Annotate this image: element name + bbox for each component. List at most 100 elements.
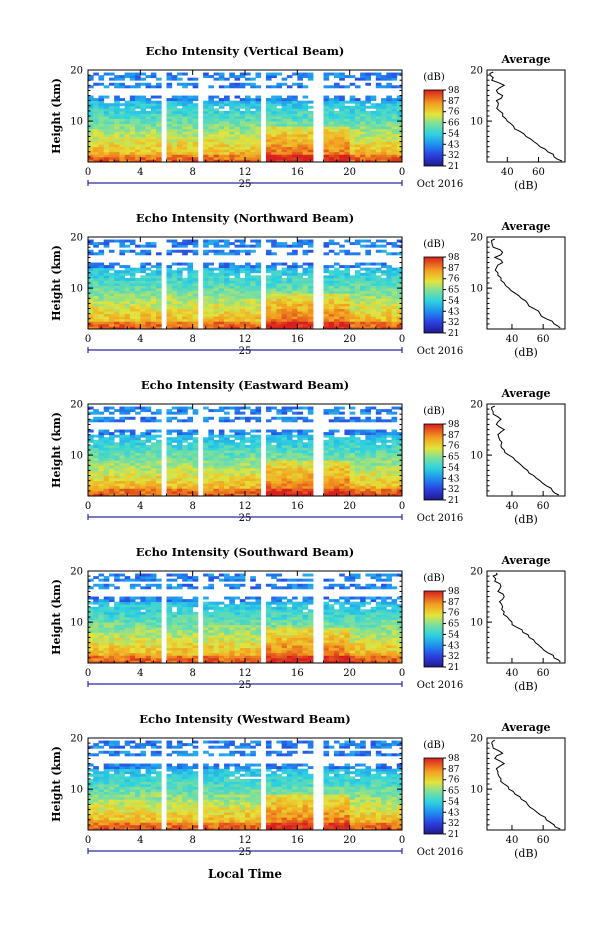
heatmap-cell	[349, 295, 356, 299]
heatmap-cell	[271, 95, 277, 99]
heatmap-cell	[239, 452, 246, 456]
heatmap-cell	[124, 300, 131, 304]
heatmap-cell	[396, 488, 403, 492]
heatmap-cell	[292, 133, 298, 137]
heatmap-cell	[349, 323, 356, 327]
heatmap-cell	[150, 156, 157, 160]
heatmap-cell	[375, 82, 382, 86]
heatmap-cell	[386, 95, 392, 99]
heatmap-cell	[302, 75, 309, 79]
heatmap-cell	[93, 154, 99, 158]
heatmap-cell	[108, 146, 115, 150]
heatmap-cell	[391, 313, 398, 317]
heatmap-cell	[88, 300, 94, 304]
heatmap-cell	[234, 249, 241, 253]
heatmap-cell	[119, 98, 126, 102]
heatmap-cell	[114, 442, 120, 446]
heatmap-cell	[302, 141, 309, 145]
heatmap-cell	[297, 144, 303, 148]
heatmap-cell	[176, 457, 183, 461]
heatmap-cell	[156, 123, 162, 127]
heatmap-cell	[119, 483, 126, 487]
heatmap-cell	[234, 85, 241, 89]
heatmap-cell	[239, 411, 246, 415]
heatmap-cell	[192, 85, 199, 89]
heatmap-cell	[349, 128, 356, 132]
heatmap-cell	[150, 141, 157, 145]
heatmap-cell	[124, 406, 131, 410]
heatmap-cell	[203, 156, 209, 160]
heatmap-cell	[286, 103, 293, 107]
heatmap-cell	[135, 485, 141, 489]
heatmap-cell	[375, 323, 382, 327]
heatmap-cell	[396, 450, 403, 453]
heatmap-cell	[245, 275, 251, 279]
heatmap-cell	[114, 154, 120, 158]
heatmap-cell	[187, 306, 194, 309]
heatmap-cell	[370, 318, 377, 322]
heatmap-cell	[354, 110, 361, 114]
heatmap-cell	[271, 136, 277, 140]
heatmap-cell	[370, 141, 377, 145]
heatmap-cell	[182, 473, 188, 476]
heatmap-cell	[292, 462, 298, 466]
heatmap-cell	[192, 442, 199, 446]
heatmap-cell	[250, 144, 256, 148]
heatmap-cell	[250, 326, 256, 330]
heatmap-cell	[208, 105, 214, 109]
heatmap-cell	[370, 95, 377, 99]
heatmap-cell	[166, 306, 173, 309]
heatmap-cell	[98, 141, 105, 145]
heatmap-cell	[166, 146, 173, 150]
heatmap-cell	[218, 275, 225, 279]
heatmap-cell	[182, 98, 188, 102]
heatmap-cell	[129, 280, 136, 284]
heatmap-cell	[166, 311, 173, 315]
heatmap-cell	[250, 416, 256, 420]
heatmap-cell	[297, 280, 303, 284]
heatmap-cell	[234, 455, 241, 459]
heatmap-cell	[156, 488, 162, 492]
heatmap-cell	[323, 121, 330, 125]
heatmap-cell	[208, 103, 214, 107]
heatmap-cell	[339, 77, 345, 81]
heatmap-cell	[135, 411, 141, 415]
heatmap-cell	[302, 267, 309, 271]
heatmap-cell	[255, 267, 262, 271]
heatmap-cell	[103, 460, 110, 464]
heatmap-cell	[229, 442, 235, 446]
heatmap-cell	[333, 75, 340, 79]
heatmap-cell	[93, 72, 99, 76]
heatmap-cell	[213, 128, 220, 132]
heatmap-cell	[292, 285, 298, 289]
heatmap-cell	[98, 478, 105, 482]
heatmap-cell	[124, 478, 131, 482]
heatmap-cell	[281, 439, 288, 443]
heatmap-cell	[396, 275, 403, 279]
heatmap-cell	[370, 442, 377, 446]
avg-title: Average	[500, 53, 550, 66]
heatmap-cell	[255, 300, 262, 304]
heatmap-cell	[208, 133, 214, 137]
heatmap-cell	[349, 146, 356, 150]
heatmap-cell	[166, 275, 173, 279]
heatmap-cell	[365, 311, 371, 315]
heatmap-cell	[145, 311, 152, 315]
heatmap-cell	[88, 110, 94, 114]
heatmap-cell	[255, 452, 262, 456]
heatmap-cell	[386, 457, 392, 461]
heatmap-cell	[145, 136, 152, 140]
heatmap-cell	[276, 326, 283, 330]
heatmap-cell	[213, 316, 220, 320]
heatmap-cell	[156, 483, 162, 487]
heatmap-cell	[150, 116, 157, 119]
heatmap-cell	[224, 121, 230, 125]
heatmap-cell	[145, 308, 152, 312]
heatmap-cell	[229, 306, 235, 309]
heatmap-cell	[339, 113, 345, 117]
heatmap-cell	[354, 470, 361, 474]
heatmap-cell	[297, 105, 303, 109]
heatmap-cell	[375, 131, 382, 135]
heatmap-cell	[208, 95, 214, 99]
heatmap-cell	[140, 118, 146, 122]
